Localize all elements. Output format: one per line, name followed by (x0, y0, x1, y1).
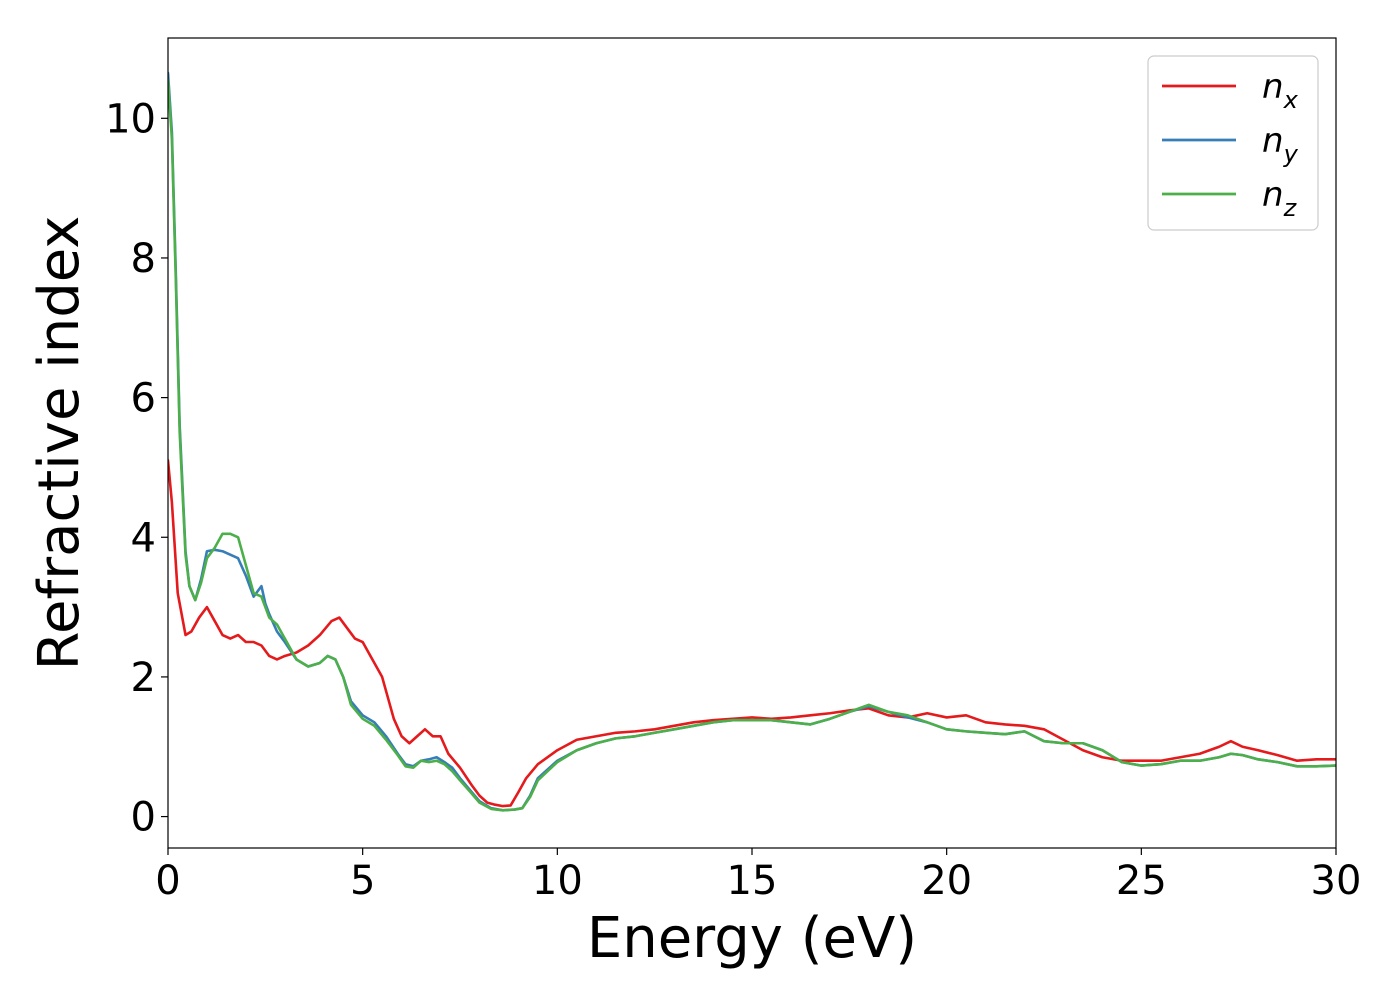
legend-label-z: nz (1262, 175, 1298, 222)
y-axis-label: Refractive index (27, 216, 92, 671)
series-layer (168, 71, 1336, 812)
x-axis: 0 5 10 15 20 25 30 (155, 848, 1361, 904)
x-tick-label: 15 (727, 858, 778, 904)
y-tick-label: 6 (131, 376, 156, 422)
legend: nx ny nz (1147, 55, 1319, 231)
legend-box (1147, 55, 1319, 231)
x-tick-label: 10 (532, 858, 583, 904)
y-tick-label: 2 (131, 655, 156, 701)
legend-label-y: ny (1262, 121, 1299, 168)
legend-item-x: nx (1162, 67, 1299, 114)
y-tick-label: 4 (131, 515, 156, 561)
series-line-x (168, 459, 1336, 808)
series-line-z (168, 78, 1336, 812)
legend-label-x: nx (1262, 67, 1299, 114)
x-tick-label: 30 (1311, 858, 1362, 904)
x-axis-label: Energy (eV) (587, 906, 917, 971)
x-tick-label: 5 (350, 858, 375, 904)
y-tick-label: 0 (131, 795, 156, 841)
x-tick-label: 0 (155, 858, 180, 904)
legend-item-z: nz (1162, 175, 1298, 222)
x-tick-label: 20 (921, 858, 972, 904)
y-axis: 0 2 4 6 8 10 (105, 96, 168, 841)
y-tick-label: 8 (131, 236, 156, 282)
legend-item-y: ny (1162, 121, 1299, 168)
x-tick-label: 25 (1116, 858, 1167, 904)
y-tick-label: 10 (105, 96, 156, 142)
